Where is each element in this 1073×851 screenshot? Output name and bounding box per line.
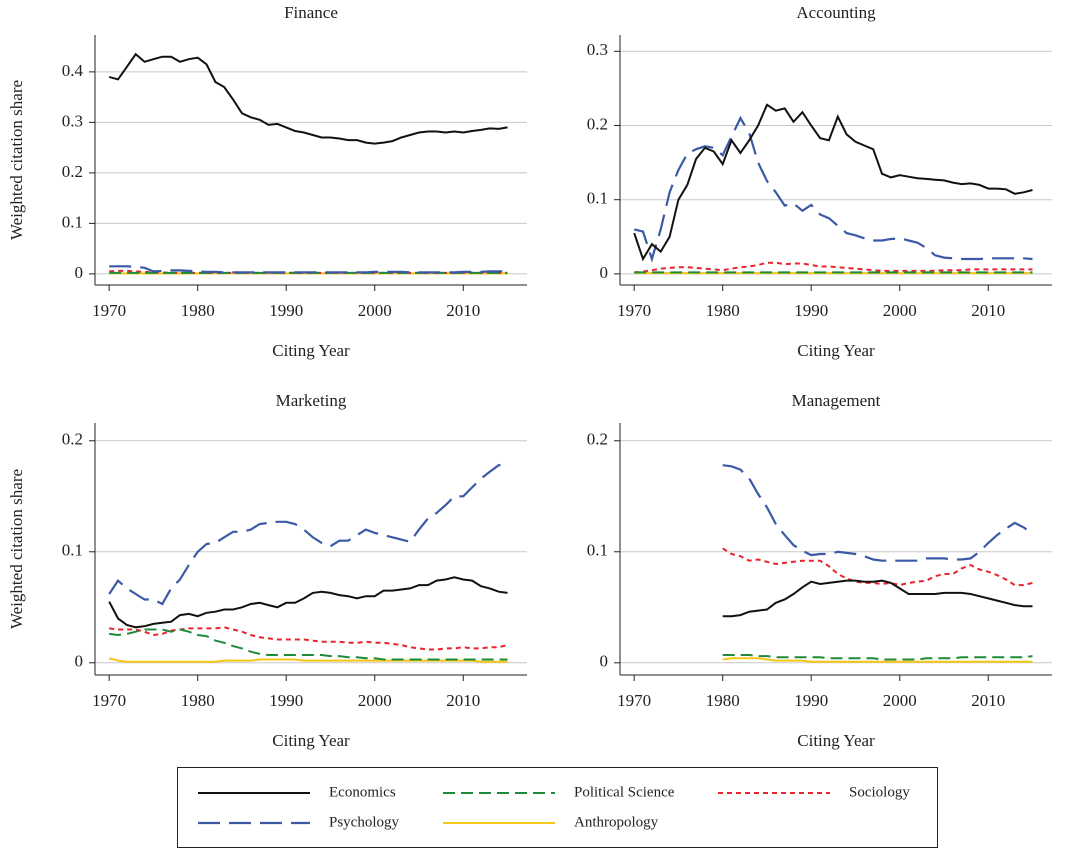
y-tick-label: 0.1 <box>62 541 83 560</box>
x-tick-label: 1970 <box>92 691 126 710</box>
x-tick-label: 2010 <box>446 301 480 320</box>
x-tick-label: 2000 <box>883 691 917 710</box>
y-tick-label: 0 <box>600 263 609 282</box>
legend-label: Political Science <box>574 784 675 800</box>
x-axis-label: Citing Year <box>272 341 350 360</box>
x-axis-label: Citing Year <box>797 731 875 750</box>
legend-label: Economics <box>329 784 396 800</box>
x-tick-label: 2010 <box>971 691 1005 710</box>
x-tick-label: 1990 <box>269 691 303 710</box>
series-line <box>108 52 508 145</box>
x-tick-label: 1970 <box>617 301 651 320</box>
x-tick-label: 1980 <box>706 301 740 320</box>
y-tick-label: 0 <box>75 652 84 671</box>
y-tick-label: 0.1 <box>587 189 608 208</box>
y-tick-label: 0.4 <box>62 61 84 80</box>
y-axis-label: Weighted citation share <box>7 80 26 240</box>
legend-box <box>177 767 938 848</box>
y-tick-label: 0.2 <box>587 114 608 133</box>
series-line <box>634 261 1033 274</box>
y-tick-label: 0.2 <box>62 162 83 181</box>
x-tick-label: 2010 <box>971 301 1005 320</box>
legend-label: Psychology <box>329 814 400 830</box>
series-line <box>722 547 1033 587</box>
legend-label: Anthropology <box>574 814 659 830</box>
series-line <box>722 464 1034 562</box>
x-tick-label: 1980 <box>181 691 215 710</box>
x-axis-label: Citing Year <box>797 341 875 360</box>
x-tick-label: 1970 <box>92 301 126 320</box>
y-tick-label: 0.1 <box>587 541 608 560</box>
x-tick-label: 2000 <box>358 691 392 710</box>
series-line <box>722 657 1033 663</box>
panel-title: Finance <box>284 3 338 22</box>
x-tick-label: 1990 <box>269 301 303 320</box>
legend: Economics Psychology Political Science Soci… <box>198 784 910 830</box>
y-tick-label: 0.3 <box>587 40 608 59</box>
x-tick-label: 1990 <box>794 691 828 710</box>
series-line <box>108 576 508 629</box>
x-tick-label: 1970 <box>617 691 651 710</box>
series-line <box>633 103 1033 262</box>
y-tick-label: 0 <box>75 263 84 282</box>
panel-title: Accounting <box>796 3 876 22</box>
x-tick-label: 2000 <box>883 301 917 320</box>
y-tick-label: 0.3 <box>62 111 83 130</box>
series-line <box>633 115 1033 263</box>
y-tick-label: 0.2 <box>62 430 83 449</box>
x-tick-label: 2010 <box>446 691 480 710</box>
series-line <box>109 265 508 274</box>
series-line <box>108 463 508 606</box>
series-line <box>109 626 508 651</box>
x-tick-label: 1980 <box>181 301 215 320</box>
series-line <box>108 657 508 663</box>
panel-title: Marketing <box>276 391 347 410</box>
x-tick-label: 2000 <box>358 301 392 320</box>
x-axis-label: Citing Year <box>272 731 350 750</box>
series-line <box>722 654 1033 661</box>
y-tick-label: 0.2 <box>587 430 608 449</box>
y-tick-label: 0 <box>600 652 609 671</box>
panel-title: Management <box>792 391 881 410</box>
y-axis-label: Weighted citation share <box>7 469 26 629</box>
x-tick-label: 1990 <box>794 301 828 320</box>
legend-label: Sociology <box>849 784 910 800</box>
y-tick-label: 0.1 <box>62 212 83 231</box>
x-tick-label: 1980 <box>706 691 740 710</box>
series-line <box>722 579 1033 618</box>
series-line <box>109 628 508 661</box>
